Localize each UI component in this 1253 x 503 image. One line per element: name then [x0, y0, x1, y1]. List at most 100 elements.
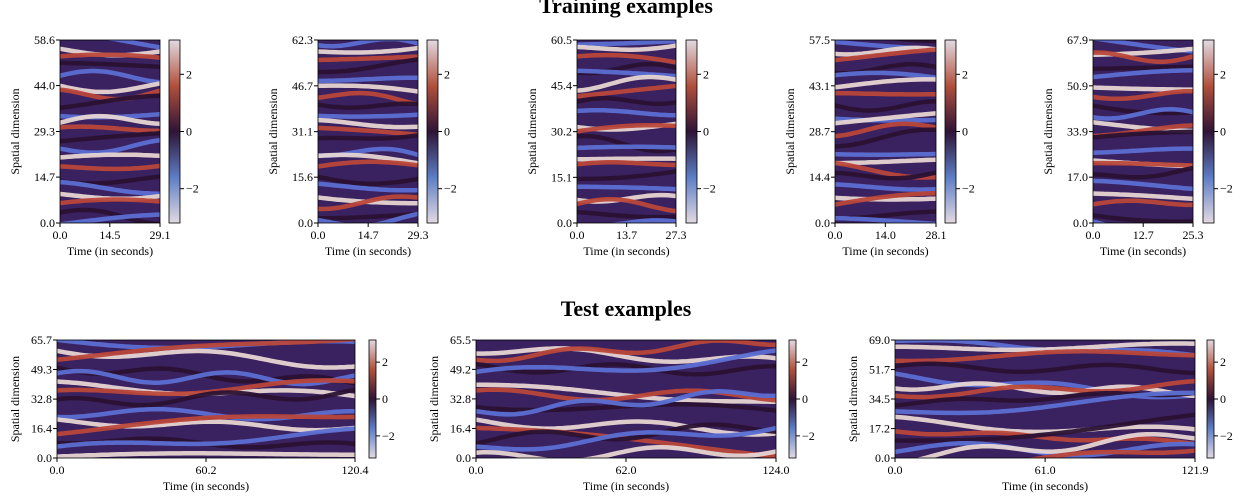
y-tick-label: 51.7: [869, 363, 890, 377]
field-stripe: [476, 445, 776, 458]
field-stripe: [577, 74, 676, 93]
y-axis-label: Spatial dimension: [266, 88, 280, 174]
field-stripe: [60, 197, 160, 206]
field-stripe: [835, 99, 936, 113]
y-tick-label: 67.9: [1067, 33, 1088, 47]
colorbar-tick-label: −2: [962, 182, 975, 196]
field-stripe: [476, 389, 776, 417]
heatmap-field: [577, 40, 676, 223]
field-stripe: [60, 207, 160, 223]
y-tick-label: 17.0: [1067, 170, 1088, 184]
field-stripe: [1093, 146, 1193, 155]
field-stripe: [60, 130, 160, 144]
x-tick-label: 0.0: [570, 228, 585, 242]
x-axis-label: Time (in seconds): [583, 479, 669, 493]
field-stripe: [60, 163, 160, 172]
field-stripe: [577, 144, 676, 151]
colorbar-tick-label: 2: [1220, 355, 1226, 369]
field-stripe: [577, 43, 676, 52]
colorbar-tick-label: 0: [444, 125, 450, 139]
field-stripe: [60, 113, 160, 126]
field-stripe: [577, 156, 676, 162]
field-stripe: [577, 83, 676, 99]
field-stripe: [318, 90, 418, 107]
field-stripe: [318, 83, 418, 94]
y-tick-label: 30.2: [551, 125, 572, 139]
y-tick-label: 28.7: [809, 125, 830, 139]
y-tick-label: 32.8: [31, 392, 52, 406]
x-tick-label: 27.3: [666, 228, 687, 242]
y-tick-label: 0.0: [1073, 216, 1088, 230]
colorbar-tick-label: 0: [1220, 392, 1226, 406]
field-stripe: [895, 378, 1195, 400]
field-stripe: [1093, 213, 1193, 223]
y-tick-label: 50.9: [1067, 79, 1088, 93]
y-tick-label: 34.5: [869, 392, 890, 406]
x-tick-label: 0.0: [311, 228, 326, 242]
field-stripe: [835, 170, 936, 181]
y-axis-label: Spatial dimension: [8, 88, 22, 174]
x-tick-label: 14.7: [358, 228, 379, 242]
field-stripe: [895, 390, 1195, 416]
field-stripe: [376, 40, 418, 43]
x-tick-label: 14.0: [875, 228, 896, 242]
field-stripe: [1093, 198, 1193, 208]
field-stripe: [471, 324, 779, 338]
field-stripe: [60, 138, 160, 155]
colorbar-tick-label: −2: [1220, 182, 1233, 196]
field-stripe: [318, 101, 418, 110]
field-stripe: [835, 121, 936, 139]
y-tick-label: 49.3: [31, 362, 52, 376]
field-stripe: [318, 159, 418, 169]
x-axis-label: Time (in seconds): [163, 479, 249, 493]
field-stripe: [55, 26, 163, 30]
field-stripe: [57, 426, 355, 449]
y-axis-label: Spatial dimension: [783, 88, 797, 174]
x-tick-label: 28.1: [926, 228, 947, 242]
field-stripe: [835, 195, 936, 202]
y-axis-label: Spatial dimension: [846, 356, 860, 442]
y-tick-label: 46.7: [292, 79, 313, 93]
y-tick-label: 49.2: [450, 362, 471, 376]
field-stripe: [318, 117, 418, 130]
y-axis-label: Spatial dimension: [8, 356, 22, 442]
field-stripe: [1093, 165, 1193, 180]
field-stripe: [60, 93, 160, 111]
x-tick-label: 0.0: [888, 463, 903, 477]
x-tick-label: 29.1: [150, 228, 171, 242]
field-stripe: [577, 96, 676, 107]
x-tick-label: 0.0: [53, 228, 68, 242]
colorbar-tick-label: 0: [703, 125, 709, 139]
field-stripe: [104, 40, 160, 50]
x-axis-label: Time (in seconds): [842, 244, 928, 258]
field-stripe: [318, 112, 418, 119]
field-stripe: [895, 349, 1195, 364]
field-stripe: [318, 174, 418, 186]
field-stripe: [577, 184, 676, 192]
field-stripe: [895, 361, 1195, 376]
x-tick-label: 62.0: [616, 463, 637, 477]
field-stripe: [57, 387, 355, 408]
x-axis-label: Time (in seconds): [1002, 479, 1088, 493]
field-stripe: [57, 417, 355, 433]
colorbar-tick-label: 0: [186, 125, 192, 139]
x-tick-label: 29.3: [408, 228, 429, 242]
field-stripe: [895, 412, 1195, 443]
colorbar-tick-label: 2: [186, 67, 192, 81]
field-stripe: [835, 47, 936, 63]
y-tick-label: 58.6: [34, 33, 55, 47]
x-tick-label: 0.0: [828, 228, 843, 242]
colorbar-tick-label: −2: [1220, 429, 1233, 443]
field-stripe: [318, 57, 418, 75]
field-stripe: [476, 348, 776, 375]
field-stripe: [57, 368, 355, 387]
field-stripe: [318, 54, 418, 63]
colorbar-tick-label: −2: [703, 182, 716, 196]
colorbar-tick-label: −2: [382, 429, 395, 443]
field-stripe: [835, 190, 936, 207]
y-tick-label: 65.7: [31, 333, 52, 347]
heatmap-field: [57, 340, 355, 458]
y-tick-label: 0.0: [37, 451, 52, 465]
y-tick-label: 69.0: [869, 333, 890, 347]
